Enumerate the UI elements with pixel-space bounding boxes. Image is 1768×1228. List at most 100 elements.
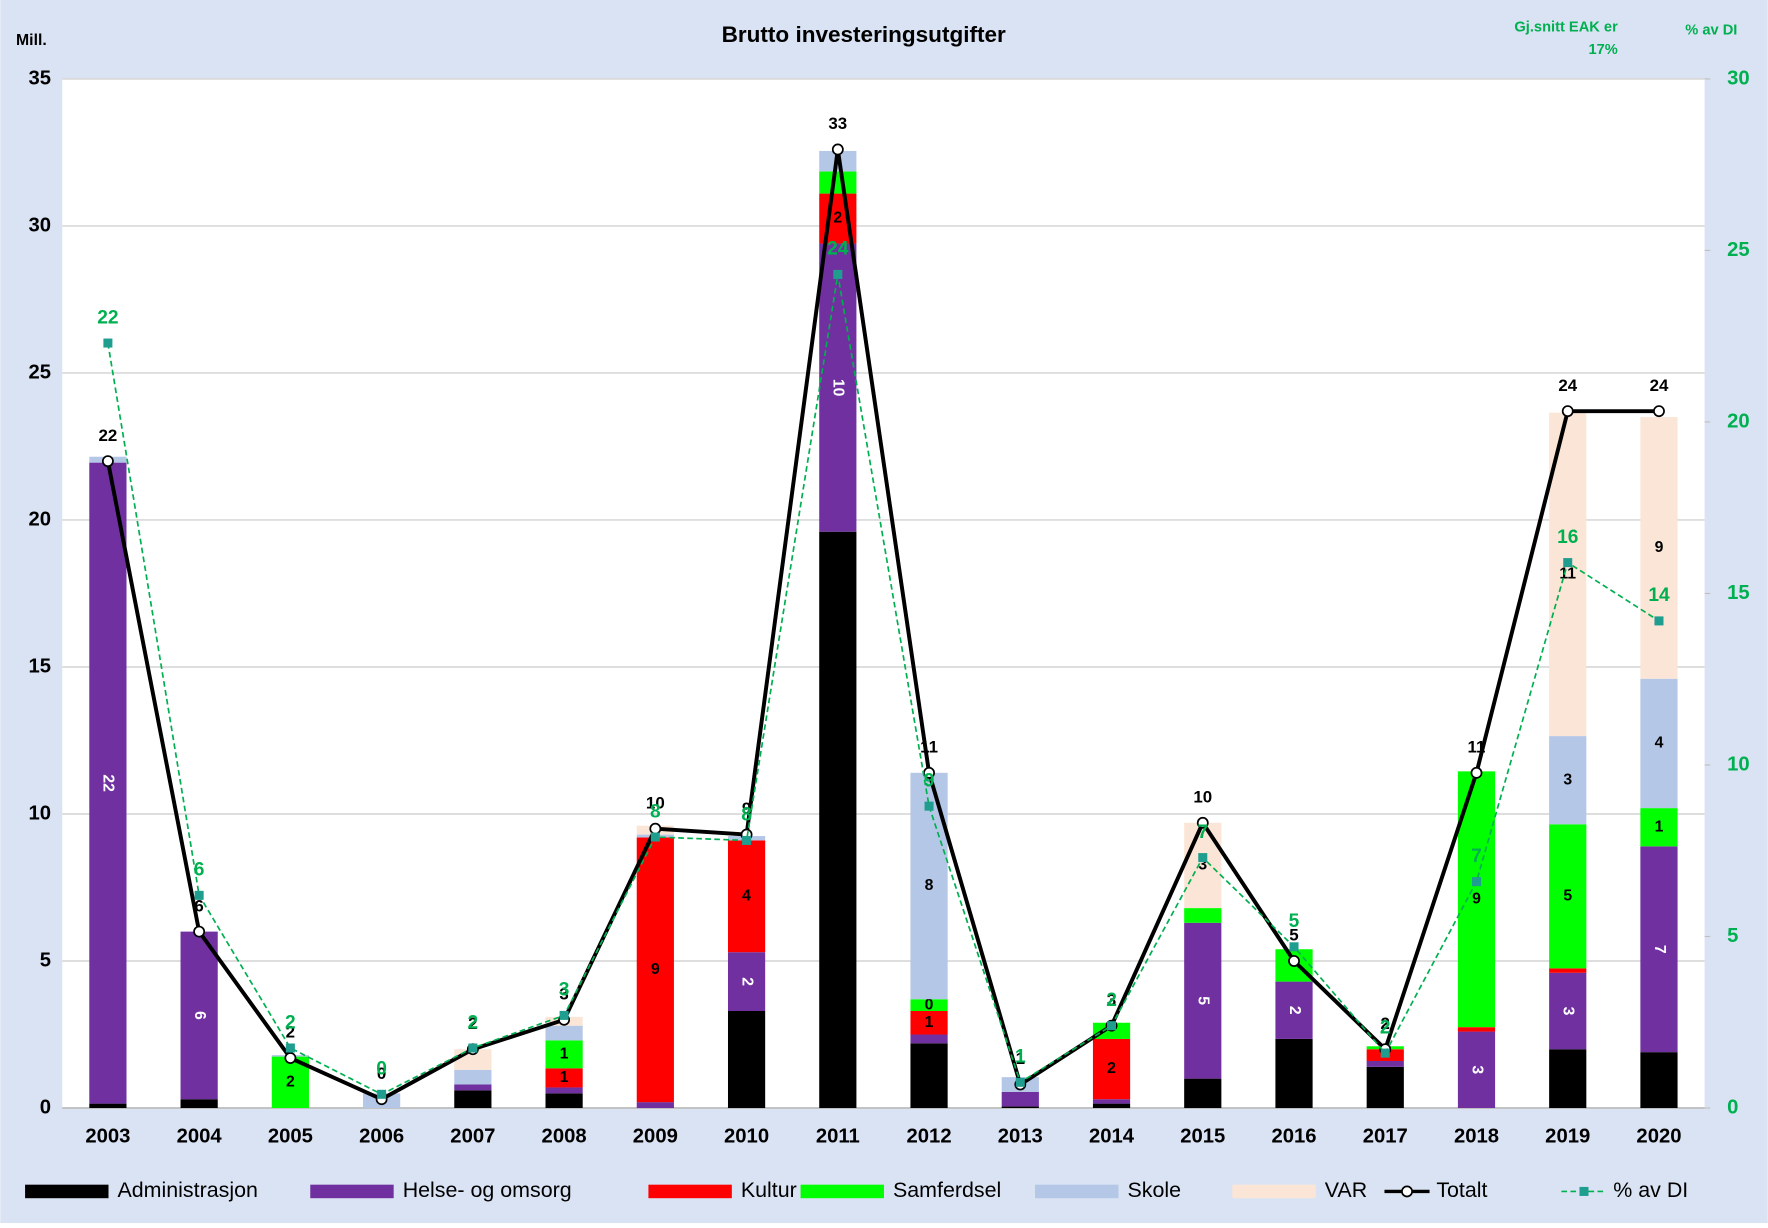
data-label: 33 bbox=[828, 114, 847, 133]
bar-segment bbox=[1640, 1052, 1678, 1109]
bar-segment bbox=[1549, 824, 1587, 969]
data-label: 16 bbox=[1557, 527, 1578, 548]
data-label: 9 bbox=[924, 770, 935, 791]
data-label: 3 bbox=[1107, 990, 1116, 1009]
y-tick-label: 5 bbox=[40, 949, 51, 971]
data-label: 6 bbox=[191, 1011, 208, 1020]
bar-segment bbox=[89, 1103, 127, 1109]
bar-segment bbox=[1549, 968, 1587, 973]
marker bbox=[103, 338, 113, 348]
data-label: 1 bbox=[560, 1046, 569, 1063]
data-label: 0 bbox=[377, 1064, 386, 1083]
bar-segment bbox=[1001, 1106, 1039, 1109]
data-label: 10 bbox=[1193, 787, 1212, 806]
bar-segment bbox=[1184, 922, 1222, 1079]
data-label: 2 bbox=[738, 977, 755, 986]
data-label: 11 bbox=[1468, 737, 1486, 756]
bar-segment bbox=[1549, 1049, 1587, 1109]
data-label: 22 bbox=[99, 426, 118, 445]
data-label: 3 bbox=[1198, 857, 1207, 874]
marker bbox=[1196, 816, 1209, 829]
data-label: 10 bbox=[830, 379, 847, 397]
legend-label: Skole bbox=[1127, 1178, 1181, 1202]
data-label: 10 bbox=[646, 793, 665, 812]
data-label: 24 bbox=[1650, 376, 1669, 395]
bar-segment bbox=[910, 1034, 948, 1044]
x-tick-label: 2003 bbox=[85, 1126, 130, 1148]
bar-segment bbox=[636, 837, 674, 1103]
bar-segment bbox=[1549, 972, 1587, 1050]
x-tick-label: 2011 bbox=[816, 1126, 860, 1148]
x-tick-label: 2005 bbox=[268, 1126, 313, 1148]
bar-segment bbox=[727, 840, 766, 953]
data-label: 2 bbox=[1380, 1017, 1391, 1038]
x-tick-label: 2007 bbox=[450, 1126, 495, 1148]
y2-tick-label: 30 bbox=[1727, 67, 1750, 89]
marker bbox=[833, 269, 843, 279]
data-label: 5 bbox=[1289, 911, 1300, 932]
bar-segment bbox=[1366, 1066, 1404, 1109]
annotation: Gj.snitt EAK er 17% bbox=[1514, 18, 1618, 58]
data-label: 1 bbox=[560, 1069, 569, 1086]
legend-swatch bbox=[310, 1184, 394, 1199]
data-label: 2 bbox=[286, 1073, 295, 1090]
marker bbox=[1563, 558, 1573, 568]
legend-marker bbox=[1401, 1185, 1413, 1198]
x-tick-label: 2015 bbox=[1180, 1126, 1225, 1148]
legend-swatch bbox=[800, 1184, 884, 1199]
bar-segment bbox=[545, 1025, 583, 1041]
annotation-box: Gj.snitt EAK er 17% bbox=[1514, 18, 1618, 58]
legend-label: Samferdsel bbox=[893, 1178, 1001, 1202]
x-tick-label: 2004 bbox=[177, 1126, 223, 1148]
bar-segment bbox=[454, 1084, 492, 1091]
bar-segment bbox=[454, 1069, 492, 1085]
marker bbox=[1107, 1021, 1117, 1031]
line-series bbox=[105, 149, 1659, 1102]
bar-segment bbox=[89, 462, 127, 1104]
marker bbox=[650, 832, 660, 842]
legend-swatch bbox=[648, 1184, 732, 1199]
bar-segment bbox=[180, 1099, 218, 1109]
data-label: 2 bbox=[468, 1012, 479, 1033]
bar-segment bbox=[1640, 808, 1678, 847]
data-label: 9 bbox=[651, 961, 660, 978]
bar-segment bbox=[454, 1090, 492, 1109]
chart-title: Brutto investeringsutgifter bbox=[722, 22, 1006, 47]
data-label: 1 bbox=[1655, 818, 1664, 835]
bar-segment bbox=[545, 1087, 583, 1094]
data-label: 3 bbox=[559, 980, 570, 1001]
legend-label: VAR bbox=[1325, 1178, 1367, 1202]
data-label: 22 bbox=[97, 307, 118, 328]
bar-segment bbox=[1640, 678, 1678, 809]
marker bbox=[285, 1043, 295, 1053]
data-label: 7 bbox=[1651, 945, 1668, 954]
y-tick-label: 0 bbox=[40, 1096, 51, 1118]
data-label: 24 bbox=[1558, 376, 1577, 395]
data-label: 2 bbox=[1286, 1006, 1303, 1015]
data-label: 0 bbox=[925, 996, 934, 1013]
x-tick-label: 2008 bbox=[542, 1126, 587, 1148]
data-label: 8 bbox=[741, 805, 752, 826]
legend-label: Totalt bbox=[1436, 1178, 1487, 1202]
legend-swatch bbox=[1232, 1184, 1316, 1199]
data-label: 3 bbox=[1563, 771, 1572, 788]
bar-segment bbox=[545, 1093, 583, 1109]
marker bbox=[559, 1010, 569, 1020]
marker bbox=[1470, 766, 1483, 779]
marker bbox=[742, 835, 752, 845]
data-label: 2 bbox=[833, 210, 842, 227]
data-label: 6 bbox=[194, 860, 205, 881]
marker bbox=[284, 1052, 297, 1064]
y-tick-label: 25 bbox=[28, 361, 51, 383]
bar-segment bbox=[1184, 908, 1222, 923]
marker bbox=[1653, 405, 1665, 418]
y2-tick-label: 10 bbox=[1727, 753, 1750, 775]
y2-tick-label: 20 bbox=[1727, 410, 1750, 432]
bar-segment bbox=[1184, 822, 1222, 909]
line-series bbox=[107, 274, 1660, 1096]
marker bbox=[377, 1089, 387, 1099]
bar-segment bbox=[1275, 981, 1313, 1039]
bar-segment bbox=[1092, 1103, 1131, 1109]
bar-segment bbox=[636, 1102, 674, 1109]
